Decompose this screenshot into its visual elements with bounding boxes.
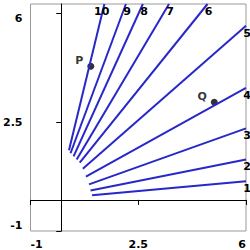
svg-text:-1: -1 bbox=[10, 219, 22, 232]
svg-text:6: 6 bbox=[205, 5, 213, 18]
svg-text:3: 3 bbox=[243, 129, 250, 142]
svg-text:7: 7 bbox=[166, 5, 174, 18]
svg-text:10: 10 bbox=[94, 5, 110, 18]
svg-text:Q: Q bbox=[197, 90, 206, 103]
svg-text:2: 2 bbox=[243, 160, 250, 173]
svg-text:9: 9 bbox=[123, 5, 131, 18]
svg-text:8: 8 bbox=[140, 5, 148, 18]
svg-text:1: 1 bbox=[243, 182, 250, 195]
svg-text:2.5: 2.5 bbox=[3, 116, 23, 129]
svg-text:2.5: 2.5 bbox=[128, 238, 148, 250]
svg-text:6: 6 bbox=[15, 12, 23, 25]
svg-text:4: 4 bbox=[243, 89, 250, 102]
svg-text:5: 5 bbox=[243, 27, 250, 40]
svg-text:-1: -1 bbox=[30, 238, 42, 250]
svg-text:P: P bbox=[75, 54, 83, 67]
svg-text:6: 6 bbox=[238, 238, 246, 250]
